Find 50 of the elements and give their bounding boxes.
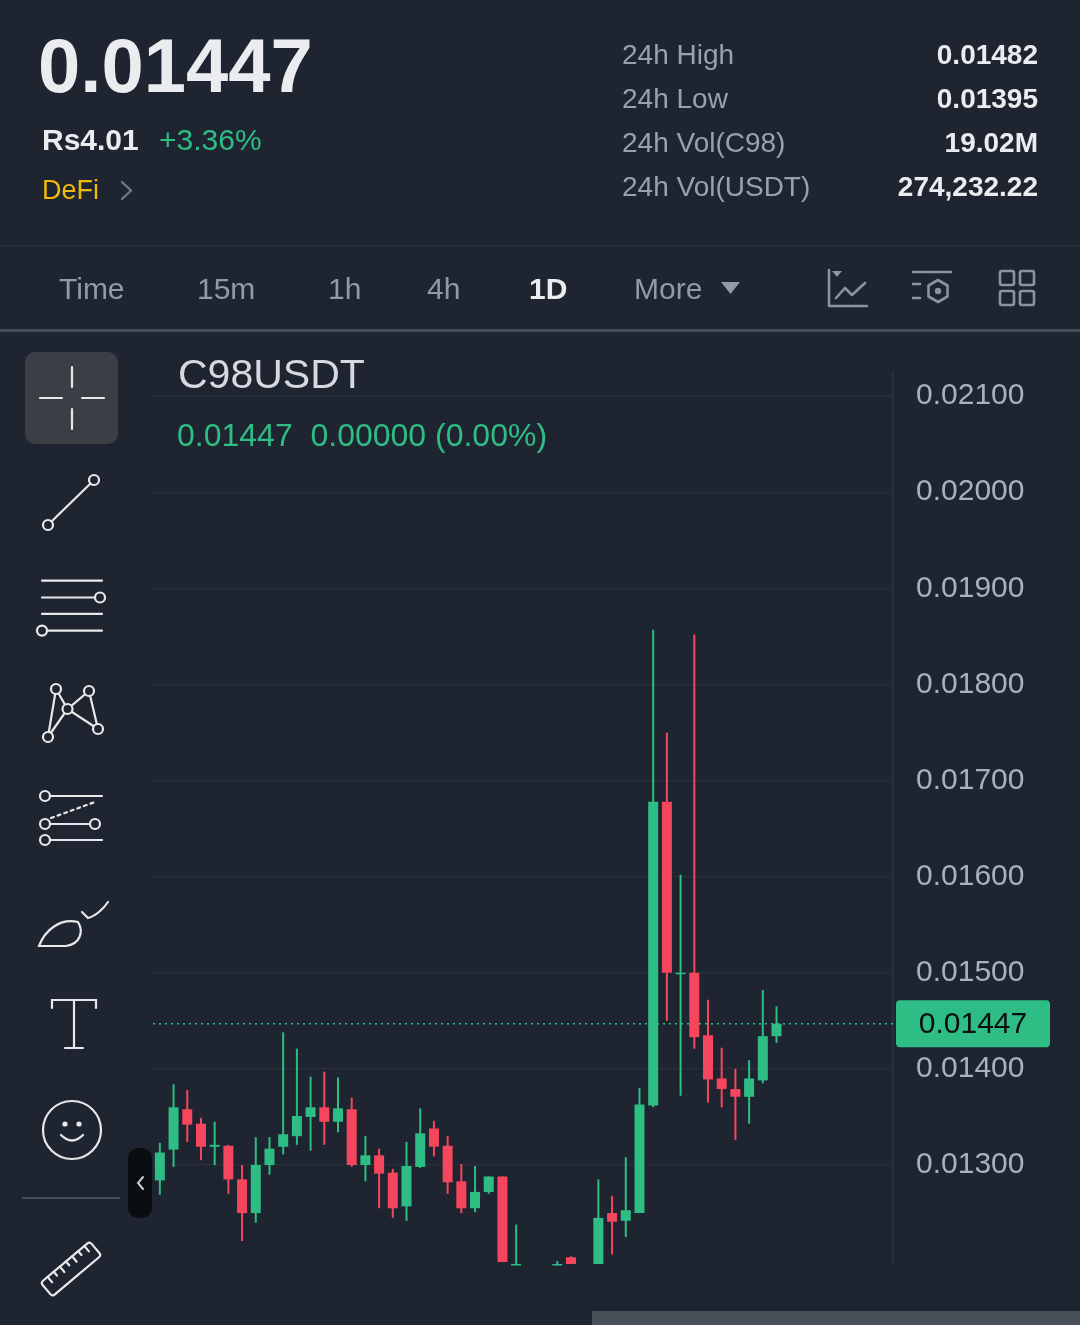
y-tick-label: 0.01600 [916, 857, 1025, 891]
text: Time [59, 271, 125, 307]
ref-line-label: 0.01447 [918, 1005, 1028, 1039]
text: DeFi [42, 174, 100, 206]
candlestick [305, 1075, 316, 1152]
text: 0.01447 [38, 22, 313, 110]
chart-title: C98USDT [178, 350, 365, 399]
text: 1D [529, 271, 568, 307]
candlestick [511, 1223, 522, 1266]
y-tick-label: 0.01500 [916, 954, 1025, 988]
y-tick-label: 0.02000 [916, 473, 1025, 507]
candlestick [374, 1147, 385, 1210]
text: 24h Vol(USDT) [622, 170, 811, 204]
text: 0.01447 0.00000 (0.00%) [177, 416, 548, 454]
text: 0.01395 [936, 82, 1038, 116]
candlestick [195, 1116, 206, 1162]
candlestick [470, 1164, 481, 1214]
candlestick [333, 1076, 343, 1134]
text: 24h High [622, 38, 735, 72]
candlestick [291, 1047, 302, 1146]
y-tick-label: 0.01400 [916, 1050, 1025, 1084]
text: 24h Vol(C98) [622, 126, 786, 160]
candlestick [319, 1070, 330, 1146]
y-tick-label: 0.02100 [916, 377, 1025, 411]
candlestick [730, 1067, 741, 1142]
text: 274,232.22 [897, 170, 1038, 204]
y-tick-label: 0.01700 [916, 761, 1025, 795]
text: 15m [197, 271, 256, 307]
text: 1h [328, 271, 362, 307]
y-tick-label: 0.01900 [916, 569, 1025, 603]
candlestick [607, 1194, 618, 1256]
text: 19.02M [944, 126, 1038, 160]
candlestick [620, 1156, 631, 1239]
candlestick [744, 1059, 755, 1125]
y-tick-label: 0.01800 [916, 665, 1025, 699]
y-tick-label: 0.01300 [916, 1146, 1025, 1180]
text: More [634, 271, 703, 307]
text: Rs4.01 [42, 122, 139, 158]
candlestick [360, 1135, 371, 1183]
text: 24h Low [622, 82, 728, 116]
candlestick [264, 1136, 275, 1176]
candlestick [716, 1046, 727, 1109]
text: 4h [427, 271, 461, 307]
candlestick [552, 1260, 563, 1266]
text: +3.36% [159, 122, 262, 158]
candlestick [278, 1031, 289, 1156]
candlestick [182, 1089, 193, 1143]
text: 0.01482 [936, 38, 1038, 72]
candlestick [209, 1120, 220, 1166]
candlestick [428, 1119, 439, 1158]
